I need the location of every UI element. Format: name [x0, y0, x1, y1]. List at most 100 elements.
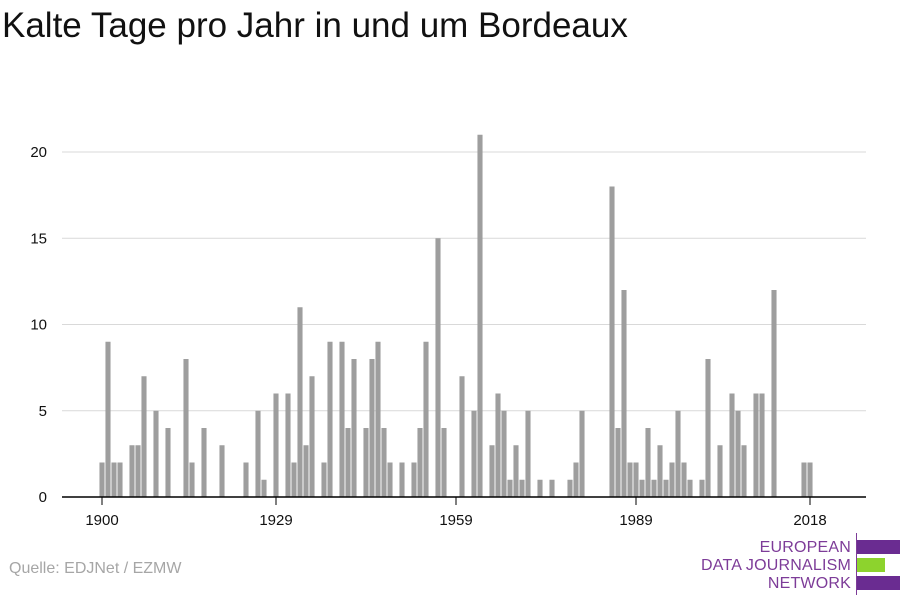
- bar-2009: [753, 393, 759, 497]
- y-axis-tick-labels: 0 5 10 15 20: [30, 144, 47, 506]
- bar-1902: [111, 462, 117, 497]
- bar-1956: [435, 238, 441, 497]
- bar-1991: [645, 428, 651, 497]
- y-tick-label: 10: [30, 317, 47, 334]
- bar-1966: [495, 393, 501, 497]
- bar-1926: [255, 410, 261, 497]
- bar-1997: [681, 462, 687, 497]
- bar-1920: [219, 445, 225, 497]
- logo-bar-bottom: [857, 576, 900, 590]
- bar-2000: [699, 479, 705, 497]
- bar-1985: [609, 186, 615, 497]
- bar-1973: [537, 479, 543, 497]
- bars: [99, 134, 813, 497]
- bar-1945: [369, 359, 375, 497]
- bar-1947: [381, 428, 387, 497]
- bar-1946: [375, 341, 381, 497]
- logo-line-2: DATA JOURNALISM: [701, 557, 851, 574]
- logo-divider: [856, 533, 857, 595]
- bar-1994: [663, 479, 669, 497]
- bar-1927: [261, 479, 267, 497]
- bar-1906: [135, 445, 141, 497]
- bar-1980: [579, 410, 585, 497]
- chart-title: Kalte Tage pro Jahr in und um Bordeaux: [2, 6, 628, 45]
- bar-2003: [717, 445, 723, 497]
- bar-1938: [327, 341, 333, 497]
- bar-1909: [153, 410, 159, 497]
- logo-line-3: NETWORK: [767, 575, 851, 592]
- bar-1937: [321, 462, 327, 497]
- bar-1963: [477, 134, 483, 497]
- bar-1929: [273, 393, 279, 497]
- logo-line-1: EUROPEAN: [759, 539, 851, 556]
- edjnet-logo: EUROPEAN DATA JOURNALISM NETWORK: [660, 533, 900, 595]
- bar-1911: [165, 428, 171, 497]
- bar-2010: [759, 393, 765, 497]
- bar-1900: [99, 462, 105, 497]
- bar-1941: [345, 428, 351, 497]
- bar-1979: [573, 462, 579, 497]
- bar-1957: [441, 428, 447, 497]
- bar-1988: [627, 462, 633, 497]
- bar-1962: [471, 410, 477, 497]
- bar-1967: [501, 410, 507, 497]
- bar-1975: [549, 479, 555, 497]
- bar-1917: [201, 428, 207, 497]
- source-note: Quelle: EDJNet / EZMW: [9, 560, 182, 577]
- bar-1901: [105, 341, 111, 497]
- bar-2001: [705, 359, 711, 497]
- bar-1952: [411, 462, 417, 497]
- bar-2007: [741, 445, 747, 497]
- bar-1905: [129, 445, 135, 497]
- bar-1944: [363, 428, 369, 497]
- y-tick-label: 0: [39, 489, 47, 506]
- logo-text: EUROPEAN DATA JOURNALISM NETWORK: [701, 539, 851, 593]
- bar-1953: [417, 428, 423, 497]
- x-tick-label: 1959: [439, 512, 472, 529]
- y-tick-label: 5: [39, 403, 47, 420]
- bar-1935: [309, 376, 315, 497]
- bar-1996: [675, 410, 681, 497]
- bar-2017: [801, 462, 807, 497]
- x-tick-label: 2018: [793, 512, 826, 529]
- bar-1914: [183, 359, 189, 497]
- gridlines: [62, 151, 866, 412]
- bar-1907: [141, 376, 147, 497]
- bar-1903: [117, 462, 123, 497]
- y-tick-label: 15: [30, 230, 47, 247]
- bar-1968: [507, 479, 513, 497]
- bar-1970: [519, 479, 525, 497]
- bar-2006: [735, 410, 741, 497]
- bar-1992: [651, 479, 657, 497]
- x-tick-label: 1989: [619, 512, 652, 529]
- bar-1995: [669, 462, 675, 497]
- bar-1954: [423, 341, 429, 497]
- bar-1986: [615, 428, 621, 497]
- bar-1915: [189, 462, 195, 497]
- bar-1940: [339, 341, 345, 497]
- bar-1965: [489, 445, 495, 497]
- bar-2012: [771, 290, 777, 497]
- bar-1978: [567, 479, 573, 497]
- bar-1993: [657, 445, 663, 497]
- y-tick-label: 20: [30, 144, 47, 161]
- bar-1987: [621, 290, 627, 497]
- logo-bar-top: [857, 540, 900, 554]
- x-tick-label: 1900: [85, 512, 118, 529]
- bar-1931: [285, 393, 291, 497]
- bar-1960: [459, 376, 465, 497]
- bar-1942: [351, 359, 357, 497]
- bar-1924: [243, 462, 249, 497]
- bar-1989: [633, 462, 639, 497]
- bar-1932: [291, 462, 297, 497]
- x-axis: 1900 1929 1959 1989 2018: [62, 496, 866, 529]
- bar-1950: [399, 462, 405, 497]
- logo-bar-middle: [857, 558, 885, 572]
- x-tick-label: 1929: [259, 512, 292, 529]
- bar-1948: [387, 462, 393, 497]
- bar-1933: [297, 307, 303, 497]
- bar-2018: [807, 462, 813, 497]
- bar-2005: [729, 393, 735, 497]
- bar-1934: [303, 445, 309, 497]
